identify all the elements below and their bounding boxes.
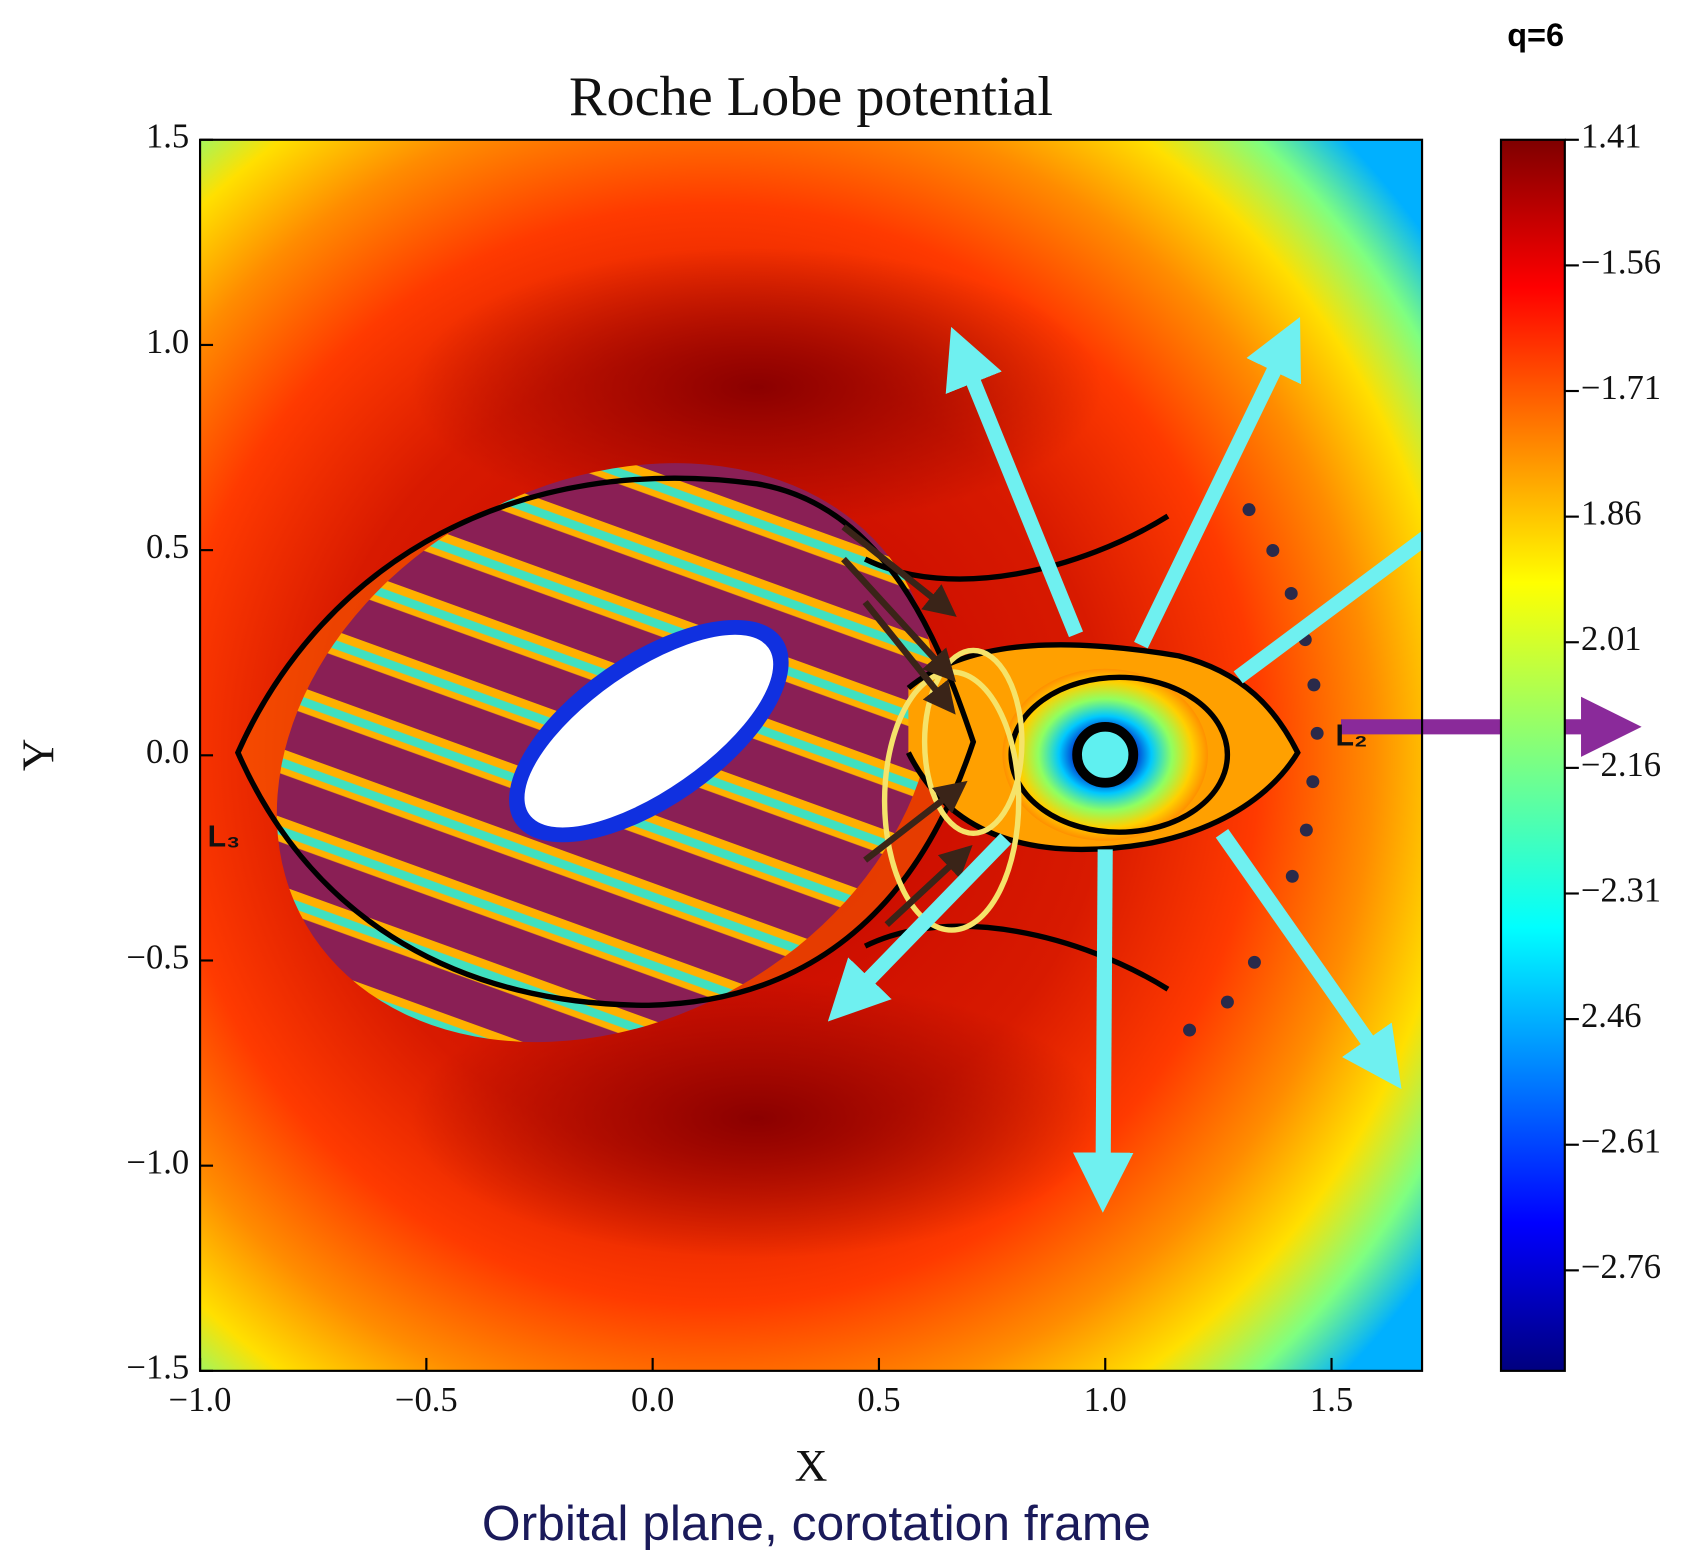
l3-label: L₃ [208,821,240,854]
chart: Roche Lobe potential X Y q=6 L₂ L₃ Orbit… [0,0,1687,1559]
colorbar-tick-label: 1.86 [1581,495,1642,533]
colorbar-tick-label: −2.16 [1581,746,1661,784]
y-axis-label: Y [14,738,64,771]
y-tick-label: −0.5 [126,938,189,976]
colorbar-tick-label: −2.76 [1581,1248,1661,1286]
y-tick-label: −1.0 [126,1144,189,1182]
heatmap [171,140,1498,1371]
x-tick-label: 1.0 [1084,1381,1127,1419]
colorbar-tick-label: 2.01 [1581,620,1642,658]
x-axis-label: X [795,1441,828,1491]
x-tick-label: −0.5 [395,1381,458,1419]
colorbar-tick-label: 1.41 [1581,118,1642,156]
colorbar-tick-label: 2.46 [1581,997,1642,1035]
chart-title: Roche Lobe potential [569,66,1053,128]
y-tick-label: 1.5 [146,118,189,156]
l2-label: L₂ [1336,720,1368,753]
x-tick-label: 0.0 [631,1381,674,1419]
mass-ratio-label: q=6 [1507,17,1564,53]
x-tick-label: −1.0 [169,1381,232,1419]
y-tick-label: 0.0 [146,733,189,771]
x-tick-label: 1.5 [1310,1381,1353,1419]
colorbar-tick-label: −1.56 [1581,243,1661,281]
colorbar [1501,140,1565,1371]
caption: Orbital plane, corotation frame [482,1495,1151,1551]
colorbar-tick-label: −2.31 [1581,871,1661,909]
colorbar-tick-label: −2.61 [1581,1123,1661,1161]
y-tick-label: 1.0 [146,323,189,361]
y-tick-label: 0.5 [146,528,189,566]
x-tick-label: 0.5 [857,1381,900,1419]
colorbar-tick-label: −1.71 [1581,369,1661,407]
y-tick-label: −1.5 [126,1349,189,1387]
